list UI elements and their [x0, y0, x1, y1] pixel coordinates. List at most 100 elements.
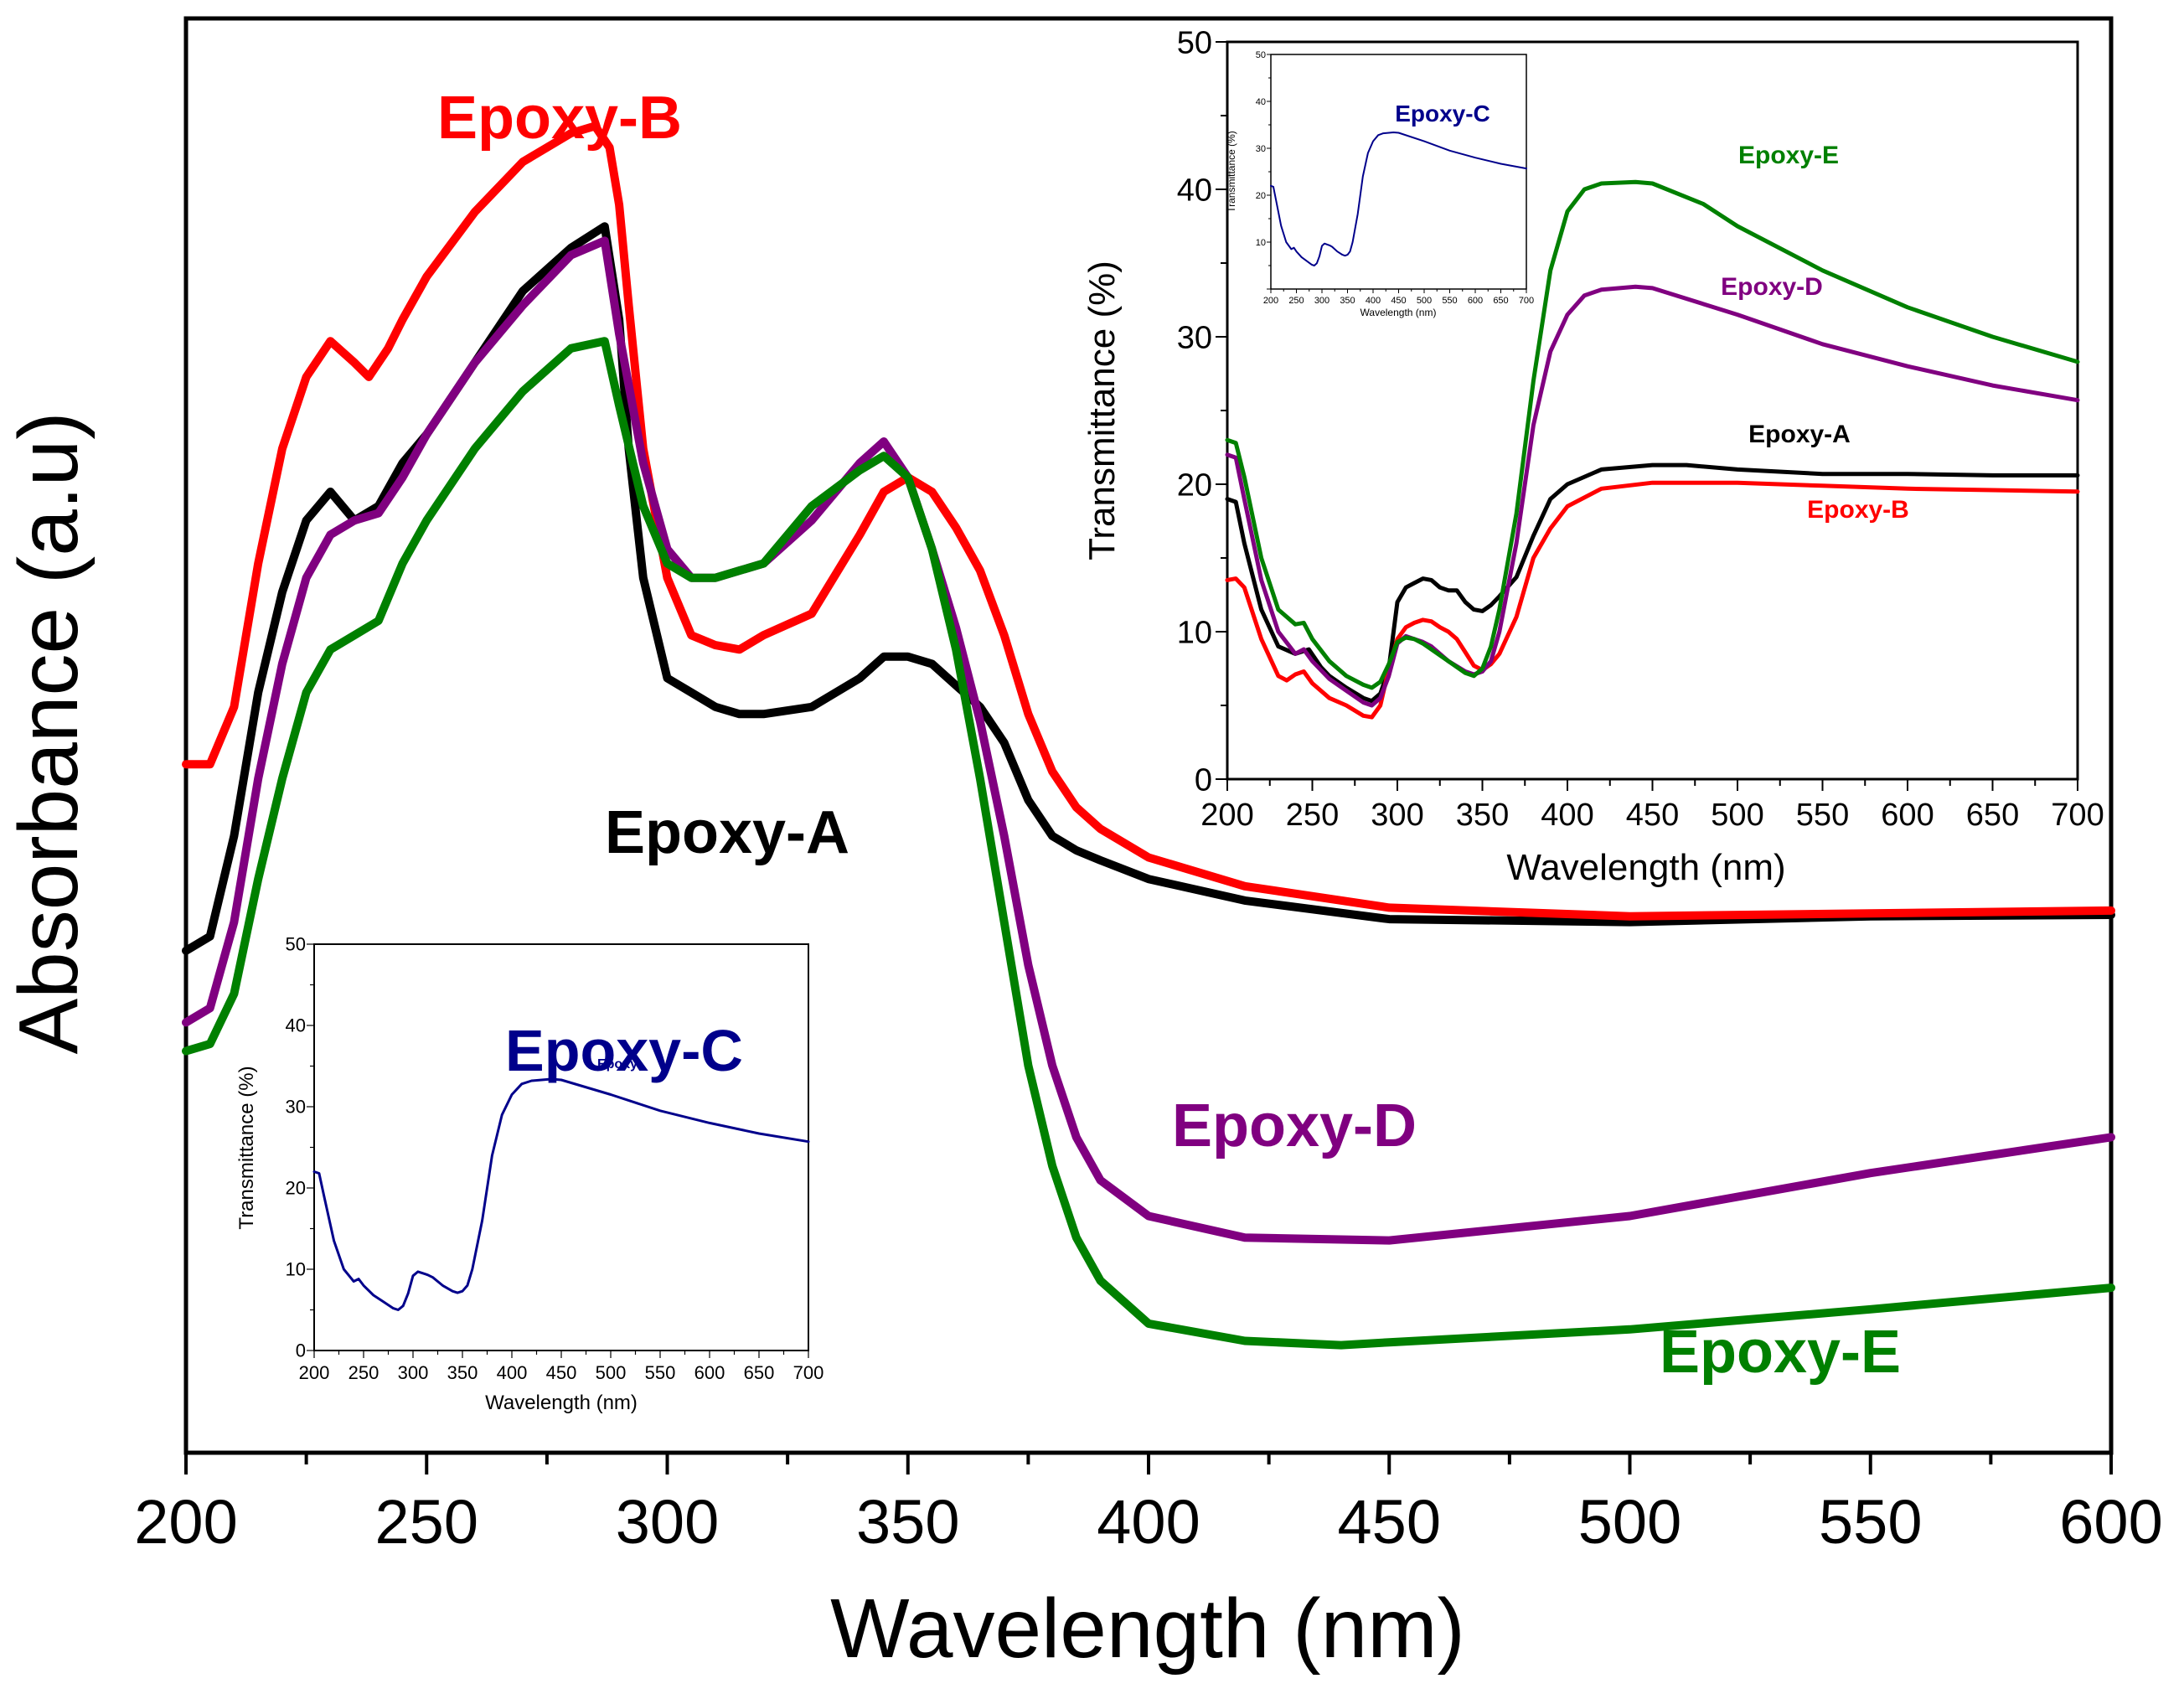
inset-bottom-left-x-tick-label: 300 — [398, 1362, 429, 1383]
inset-small-x-tick-label: 350 — [1340, 296, 1355, 306]
inset-small-x-tick-label: 600 — [1468, 296, 1483, 306]
inset-small-x-tick-label: 700 — [1519, 296, 1534, 306]
main-x-tick-label: 250 — [375, 1487, 478, 1557]
inset-bottom-left-annotation-epoxy-c: Epoxy-C — [505, 1018, 743, 1083]
inset-small-x-tick-label: 450 — [1391, 296, 1406, 306]
inset-top-right-ticks — [1216, 41, 2078, 791]
inset-small-x-tick-label: 250 — [1288, 296, 1304, 306]
inset-small-y-tick-label: 10 — [1256, 238, 1266, 248]
inset-small-y-tick-label: 30 — [1256, 144, 1266, 154]
inset-top-right-chart: 200 250 300 350 400 450 500 550 600 650 700 0 10 20 30… — [1082, 25, 2104, 888]
main-y-axis-label: Absorbance (a.u) — [2, 411, 96, 1054]
inset-bottom-left-chart: 200 250 300 350 400 450 500 550 600 650 700 0 10 20 30… — [235, 934, 824, 1414]
inset-top-right-y-tick-label: 10 — [1177, 615, 1212, 650]
inset-bottom-left-x-tick-label: 200 — [299, 1362, 330, 1383]
main-series-epoxy-e — [182, 337, 2115, 1350]
inset-top-right-tick-labels: 200 250 300 350 400 450 500 550 600 650 700 0 10 20 30… — [1177, 25, 2104, 833]
inset-top-right-x-tick-label: 350 — [1456, 798, 1509, 833]
main-absorbance-chart: 200 250 300 350 400 450 500 550 600 Wavelength (… — [2, 16, 2163, 1676]
inset-bottom-left-y-tick-label: 10 — [286, 1259, 306, 1280]
main-x-tick-label: 600 — [2059, 1487, 2162, 1557]
inset-bottom-left-y-tick-label: 40 — [286, 1015, 306, 1036]
inset-top-right-y-tick-label: 30 — [1177, 320, 1212, 355]
main-annotation-epoxy-a: Epoxy-A — [605, 799, 849, 866]
inset-bottom-left-x-axis-label: Wavelength (nm) — [485, 1392, 638, 1414]
inset-top-right-x-tick-label: 450 — [1626, 798, 1679, 833]
inset-top-right-y-axis-label: Transmittance (%) — [1082, 261, 1123, 560]
main-annotation-epoxy-d: Epoxy-D — [1172, 1092, 1417, 1159]
inset-small-y-axis-label: Transmittance (%) — [1226, 131, 1237, 213]
main-series-epoxy-b — [182, 121, 2115, 921]
main-x-tick-label: 200 — [134, 1487, 237, 1557]
inset-small-epoxy-c-chart: 200 250 300 350 400 450 500 550 600 650 700 10 20 30 4… — [1226, 50, 1534, 318]
inset-top-right-x-tick-label: 650 — [1966, 798, 2019, 833]
main-series-epoxy-a — [182, 222, 2115, 955]
inset-small-series-group — [1270, 132, 1527, 266]
inset-top-right-annotation-epoxy-e: Epoxy-E — [1738, 142, 1839, 169]
inset-bottom-left-y-axis-label: Transmittance (%) — [235, 1066, 258, 1229]
inset-small-x-tick-label: 400 — [1366, 296, 1381, 306]
main-x-tick-label: 350 — [856, 1487, 959, 1557]
inset-small-ticks — [1267, 54, 1527, 293]
inset-bottom-left-y-tick-label: 20 — [286, 1178, 306, 1199]
inset-bottom-left-y-tick-label: 30 — [286, 1097, 306, 1118]
inset-top-right-x-tick-label: 400 — [1541, 798, 1593, 833]
main-x-tick-label: 550 — [1819, 1487, 1922, 1557]
inset-top-right-x-tick-label: 250 — [1286, 798, 1339, 833]
main-x-tick-label: 450 — [1338, 1487, 1441, 1557]
inset-bottom-left-series-epoxy-c — [312, 1077, 810, 1311]
inset-bottom-left-x-tick-label: 250 — [349, 1362, 379, 1383]
inset-small-tick-labels: 200 250 300 350 400 450 500 550 600 650 700 10 20 30 4… — [1256, 50, 1534, 306]
inset-small-x-tick-label: 300 — [1314, 296, 1330, 306]
inset-bottom-left-annotation-epoxy-small: Epoxy — [597, 1057, 638, 1072]
inset-top-right-y-tick-label: 20 — [1177, 467, 1212, 503]
inset-small-x-tick-label: 500 — [1417, 296, 1432, 306]
main-x-ticks — [184, 1453, 2113, 1475]
inset-bottom-left-x-tick-label: 450 — [546, 1362, 577, 1383]
inset-top-right-x-tick-label: 300 — [1371, 798, 1423, 833]
inset-bottom-left-y-tick-label: 50 — [286, 934, 306, 955]
inset-bottom-left-tick-labels: 200 250 300 350 400 450 500 550 600 650 700 0 10 20 30… — [286, 934, 824, 1383]
main-x-tick-labels: 200 250 300 350 400 450 500 550 600 — [134, 1487, 2162, 1557]
inset-small-annotation-epoxy-c: Epoxy-C — [1395, 101, 1490, 127]
inset-small-x-tick-label: 550 — [1442, 296, 1457, 306]
inset-top-right-x-tick-label: 700 — [2051, 798, 2104, 833]
inset-top-right-series-epoxy-a — [1225, 462, 2080, 704]
inset-top-right-series-epoxy-e — [1225, 179, 2080, 690]
inset-bottom-left-x-tick-label: 550 — [645, 1362, 676, 1383]
inset-top-right-x-tick-label: 600 — [1881, 798, 1934, 833]
inset-bottom-left-series-group — [312, 1077, 810, 1311]
inset-bottom-left-x-tick-label: 650 — [744, 1362, 775, 1383]
inset-top-right-x-tick-label: 500 — [1711, 798, 1763, 833]
inset-top-right-annotation-epoxy-a: Epoxy-A — [1748, 421, 1851, 448]
inset-bottom-left-y-tick-label: 0 — [296, 1340, 306, 1361]
inset-small-x-tick-label: 200 — [1263, 296, 1278, 306]
inset-top-right-series-epoxy-b — [1225, 480, 2080, 720]
main-x-tick-label: 300 — [616, 1487, 719, 1557]
inset-bottom-left-ticks — [307, 943, 809, 1358]
inset-top-right-x-axis-label: Wavelength (nm) — [1506, 847, 1785, 888]
main-annotation-epoxy-e: Epoxy-E — [1660, 1319, 1901, 1386]
main-x-tick-label: 400 — [1097, 1487, 1200, 1557]
main-x-tick-label: 500 — [1578, 1487, 1681, 1557]
main-annotation-epoxy-b: Epoxy-B — [437, 85, 682, 152]
inset-top-right-annotation-epoxy-d: Epoxy-D — [1721, 273, 1823, 301]
inset-small-x-axis-label: Wavelength (nm) — [1360, 307, 1437, 318]
inset-top-right-x-tick-label: 550 — [1796, 798, 1849, 833]
inset-small-y-tick-label: 40 — [1256, 97, 1266, 107]
inset-top-right-y-tick-label: 50 — [1177, 25, 1212, 60]
inset-small-series-epoxy-c — [1270, 132, 1527, 266]
inset-top-right-y-tick-label: 0 — [1195, 762, 1212, 798]
main-series-group — [182, 121, 2115, 1350]
inset-top-right-series-group — [1225, 179, 2080, 720]
inset-small-y-tick-label: 20 — [1256, 191, 1266, 201]
inset-bottom-left-x-tick-label: 400 — [497, 1362, 528, 1383]
inset-small-x-tick-label: 650 — [1493, 296, 1508, 306]
inset-top-right-x-tick-label: 200 — [1200, 798, 1253, 833]
inset-bottom-left-x-tick-label: 350 — [447, 1362, 478, 1383]
inset-bottom-left-x-tick-label: 500 — [596, 1362, 627, 1383]
inset-top-right-y-tick-label: 40 — [1177, 173, 1212, 208]
inset-top-right-annotation-epoxy-b: Epoxy-B — [1807, 496, 1909, 524]
